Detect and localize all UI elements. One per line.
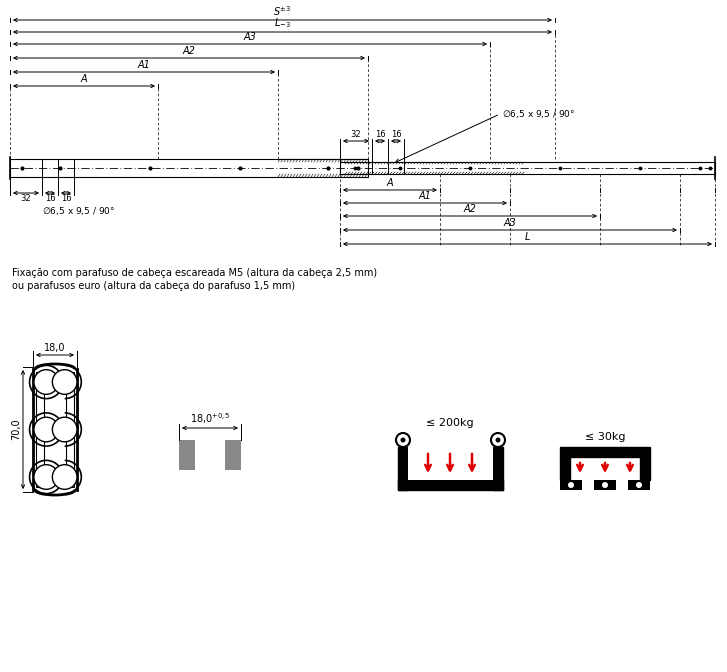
Text: ≤ 200kg: ≤ 200kg [426,418,474,428]
Text: 16: 16 [390,130,401,139]
Text: A1: A1 [137,60,150,70]
Bar [10,159,368,177]
Bar [398,480,503,490]
Text: 16: 16 [374,130,385,139]
Bar [493,447,503,490]
Text: $18{,}0^{+0{,}5}$: $18{,}0^{+0{,}5}$ [190,411,230,426]
Circle shape [396,433,410,447]
Text: 70,0: 70,0 [11,419,21,440]
Text: 16: 16 [44,194,55,203]
Text: 18,0: 18,0 [44,343,65,353]
Text: 32: 32 [20,194,31,203]
Circle shape [52,417,77,442]
Bar [179,440,195,470]
Text: A: A [387,178,393,188]
Text: ≤ 30kg: ≤ 30kg [585,432,625,442]
Text: A1: A1 [419,191,431,201]
Text: A2: A2 [464,204,476,214]
Text: $\varnothing$6,5 x 9,5 / 90°: $\varnothing$6,5 x 9,5 / 90° [502,108,575,120]
Text: Fixação com parafuso de cabeça escareada M5 (altura da cabeça 2,5 mm): Fixação com parafuso de cabeça escareada… [12,268,377,278]
Circle shape [401,437,406,442]
Text: A2: A2 [182,46,196,56]
Circle shape [34,370,58,394]
Bar [340,162,715,174]
Circle shape [636,482,642,488]
Text: ou parafusos euro (altura da cabeça do parafuso 1,5 mm): ou parafusos euro (altura da cabeça do p… [12,281,295,291]
Text: 32: 32 [350,130,361,139]
Circle shape [34,464,58,489]
Bar [594,480,616,490]
Bar [225,440,241,470]
Text: L: L [525,232,530,242]
Bar [640,457,650,480]
Circle shape [52,370,77,394]
Text: A3: A3 [504,218,516,228]
Bar [628,480,650,490]
Circle shape [34,417,58,442]
Text: $L_{-3}$: $L_{-3}$ [274,16,291,30]
Circle shape [52,464,77,489]
Circle shape [602,482,608,488]
Text: 16: 16 [60,194,71,203]
Bar [408,447,493,480]
Text: A3: A3 [244,32,257,42]
Bar [560,480,582,490]
Circle shape [568,482,574,488]
Text: $S^{\pm3}$: $S^{\pm3}$ [273,4,292,18]
Bar [36,372,44,487]
Circle shape [491,433,505,447]
Circle shape [496,437,500,442]
Text: A: A [81,74,87,84]
Text: $\varnothing$6,5 x 9,5 / 90°: $\varnothing$6,5 x 9,5 / 90° [42,205,116,217]
Bar [66,372,74,487]
Bar [560,447,650,457]
Bar [560,457,570,480]
Bar [398,447,408,490]
